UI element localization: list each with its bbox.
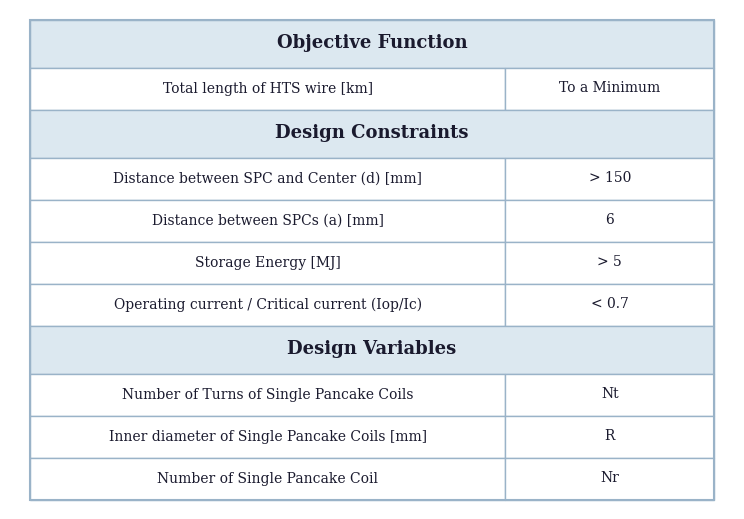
Bar [505, 241, 714, 283]
Text: 6: 6 [606, 213, 614, 227]
Bar [30, 67, 505, 110]
Bar [30, 110, 714, 157]
Text: Operating current / Critical current (Iop/Ic): Operating current / Critical current (Io… [114, 297, 422, 312]
Bar [505, 199, 714, 241]
Text: Design Variables: Design Variables [287, 340, 457, 359]
Bar [30, 157, 505, 199]
Bar [505, 458, 714, 499]
Text: R: R [605, 430, 615, 444]
Bar [30, 325, 714, 374]
Text: > 150: > 150 [589, 171, 631, 185]
Text: Objective Function: Objective Function [277, 34, 467, 52]
Text: Distance between SPC and Center (d) [mm]: Distance between SPC and Center (d) [mm] [113, 171, 422, 185]
Text: To a Minimum: To a Minimum [559, 81, 661, 95]
Bar [505, 416, 714, 458]
Text: Number of Single Pancake Coil: Number of Single Pancake Coil [157, 471, 378, 485]
Bar [505, 374, 714, 416]
Text: > 5: > 5 [597, 255, 622, 269]
Text: Number of Turns of Single Pancake Coils: Number of Turns of Single Pancake Coils [122, 388, 414, 402]
Text: Inner diameter of Single Pancake Coils [mm]: Inner diameter of Single Pancake Coils [… [109, 430, 427, 444]
Text: Nr: Nr [600, 471, 619, 485]
Bar [30, 241, 505, 283]
Bar [30, 199, 505, 241]
Text: Total length of HTS wire [km]: Total length of HTS wire [km] [163, 81, 373, 95]
Bar [505, 67, 714, 110]
Text: Nt: Nt [601, 388, 618, 402]
Bar [30, 374, 505, 416]
Bar [505, 283, 714, 325]
Bar [505, 157, 714, 199]
Text: Storage Energy [MJ]: Storage Energy [MJ] [195, 255, 341, 269]
Bar [30, 283, 505, 325]
Text: < 0.7: < 0.7 [591, 297, 629, 311]
Bar [30, 416, 505, 458]
Bar [30, 20, 714, 67]
Text: Design Constraints: Design Constraints [275, 125, 469, 143]
Bar [30, 458, 505, 499]
Text: Distance between SPCs (a) [mm]: Distance between SPCs (a) [mm] [152, 213, 384, 227]
